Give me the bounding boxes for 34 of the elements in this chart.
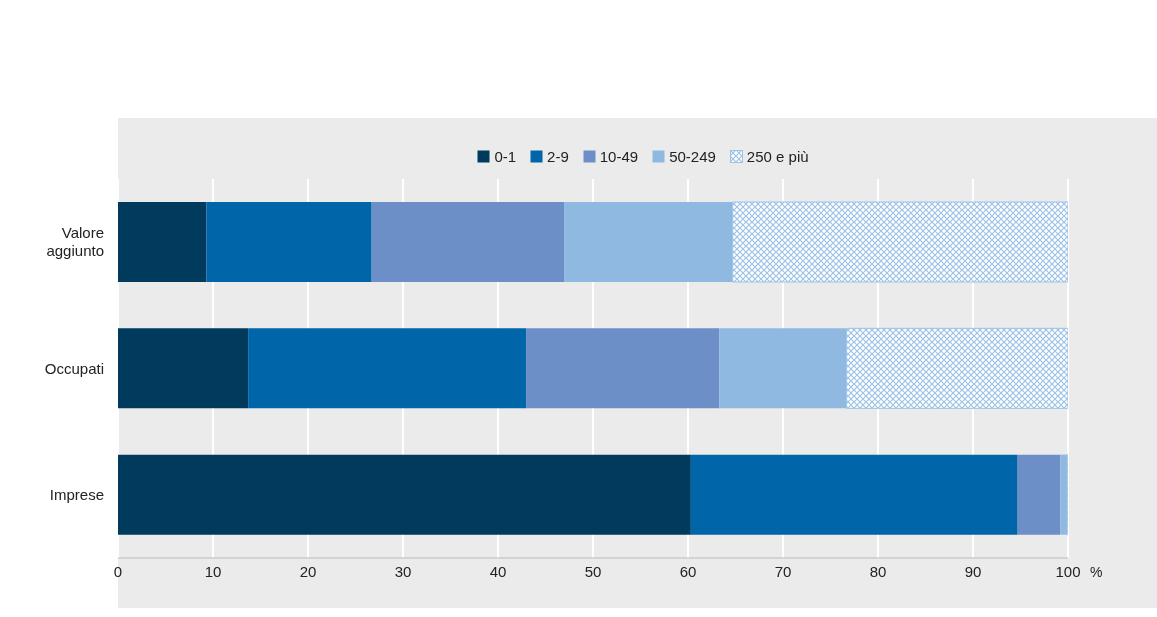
bar [1060, 454, 1068, 535]
legend-label: 10-49 [598, 148, 639, 165]
x-tick-label: 40 [489, 562, 507, 580]
y-tick-label: Imprese [49, 485, 104, 503]
x-axis-title: % [1090, 564, 1103, 580]
bar [690, 454, 1018, 535]
legend-label: 250 e più [745, 148, 809, 165]
x-tick-label: 20 [299, 562, 317, 580]
x-tick-label: 90 [964, 562, 982, 580]
x-tick-label: 30 [394, 562, 412, 580]
bar [118, 328, 249, 409]
legend-label: 2-9 [546, 148, 569, 165]
y-tick-label: Occupati [44, 359, 104, 377]
x-tick-label: 70 [774, 562, 792, 580]
bar [1017, 454, 1061, 535]
x-tick-label: 10 [204, 562, 222, 580]
bar [564, 202, 733, 282]
bar [732, 201, 1068, 283]
x-tick-label: 100 [1055, 562, 1081, 580]
legend-label: 0-1 [493, 148, 517, 165]
x-tick-label: 60 [679, 562, 697, 580]
bar [526, 328, 720, 409]
bar [846, 327, 1068, 409]
bar [118, 454, 691, 535]
y-tick-label: Valore aggiunto [46, 224, 104, 260]
x-tick-label: 0 [113, 562, 123, 580]
x-tick-label: 80 [869, 562, 887, 580]
bar [118, 202, 207, 282]
bar [371, 202, 565, 282]
bar [206, 202, 372, 282]
bar [248, 328, 527, 409]
legend-label: 50-249 [668, 148, 716, 165]
x-tick-label: 50 [584, 562, 602, 580]
bar [719, 328, 847, 409]
